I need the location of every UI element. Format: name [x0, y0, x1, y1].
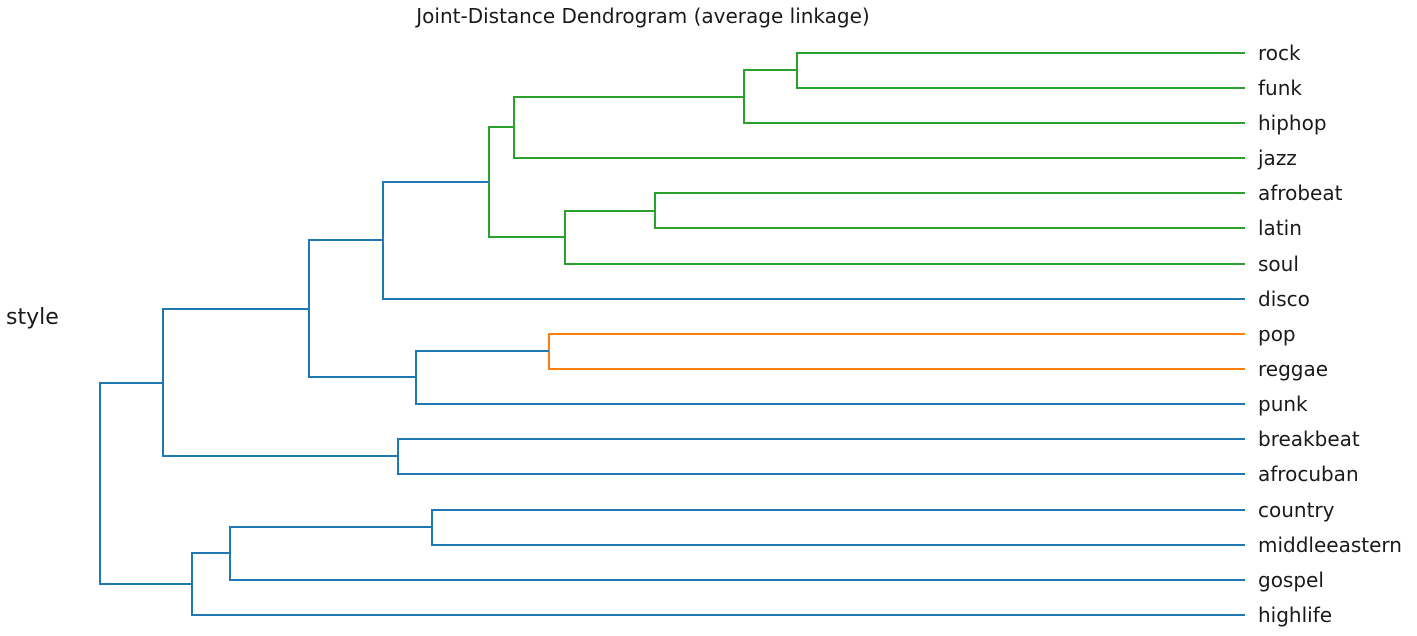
leaf-labels: rock funk hiphop jazz afrobeat latin sou… — [1257, 41, 1402, 627]
leaf-label: country — [1258, 498, 1335, 522]
leaf-label: disco — [1258, 287, 1310, 311]
leaf-label: soul — [1258, 252, 1299, 276]
leaf-label: pop — [1258, 322, 1296, 346]
leaf-label: afrocuban — [1258, 462, 1359, 486]
green-cluster-links — [488, 52, 1245, 265]
leaf-label: middleeastern — [1258, 533, 1402, 557]
chart-title: Joint-Distance Dendrogram (average linka… — [416, 4, 870, 28]
leaf-label: breakbeat — [1258, 427, 1360, 451]
leaf-label: punk — [1258, 392, 1308, 416]
orange-cluster-links — [548, 333, 1245, 370]
leaf-label: gospel — [1258, 568, 1324, 592]
leaf-label: hiphop — [1258, 111, 1327, 135]
leaf-label: jazz — [1257, 146, 1297, 170]
leaf-label: reggae — [1258, 357, 1328, 381]
leaf-label: highlife — [1258, 603, 1332, 627]
leaf-label: funk — [1258, 76, 1302, 100]
leaf-label: latin — [1258, 216, 1302, 240]
y-axis-label: style — [6, 305, 59, 330]
leaf-label: afrobeat — [1258, 181, 1343, 205]
blue-links — [99, 181, 1245, 616]
leaf-label: rock — [1258, 41, 1301, 65]
